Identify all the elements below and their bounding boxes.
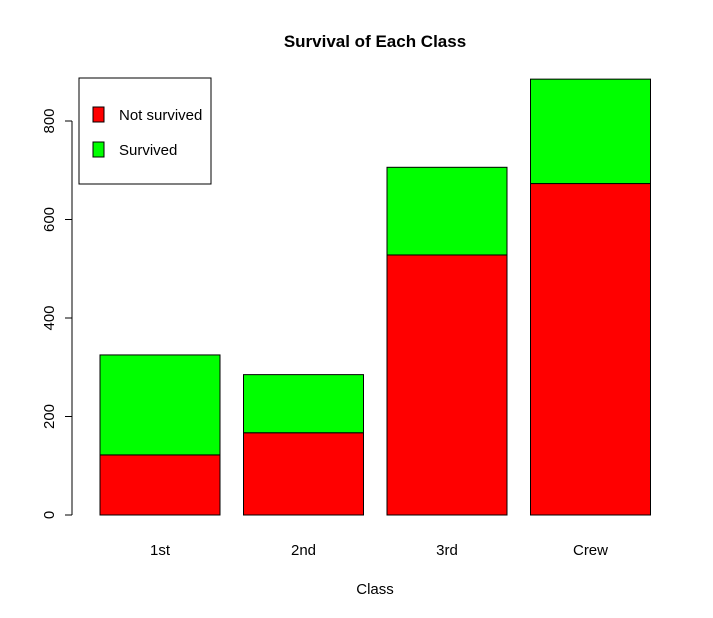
x-axis-label: Class xyxy=(356,581,394,598)
y-tick-label: 400 xyxy=(41,305,58,330)
y-tick-label: 0 xyxy=(41,511,58,519)
legend-swatch-not-survived xyxy=(92,106,105,123)
bar-1st-not-survived xyxy=(99,454,221,516)
bar-2nd-survived xyxy=(243,374,364,434)
bar-2nd-not-survived xyxy=(243,432,364,516)
y-tick-label: 800 xyxy=(41,108,58,133)
y-tick-label: 200 xyxy=(41,404,58,429)
x-tick-label: 2nd xyxy=(291,542,316,559)
legend: Not survived Survived xyxy=(78,77,212,185)
x-tick-labels: 1st 2nd 3rd Crew xyxy=(150,542,608,559)
bars-group xyxy=(99,78,651,516)
chart-title: Survival of Each Class xyxy=(284,32,466,51)
legend-box xyxy=(78,77,212,185)
bar-1st-survived xyxy=(99,354,221,456)
legend-swatch-survived xyxy=(92,141,105,158)
y-axis: 0 200 400 600 800 xyxy=(41,108,73,519)
y-tick-label: 600 xyxy=(41,207,58,232)
bar-crew-survived xyxy=(530,78,651,185)
bar-3rd-not-survived xyxy=(386,254,508,516)
x-tick-label: 3rd xyxy=(436,542,458,559)
bar-3rd-survived xyxy=(386,166,508,256)
x-tick-label: Crew xyxy=(573,542,608,559)
x-tick-label: 1st xyxy=(150,542,171,559)
legend-label-survived: Survived xyxy=(119,142,177,159)
bar-crew-not-survived xyxy=(530,183,651,516)
legend-label-not-survived: Not survived xyxy=(119,107,202,124)
